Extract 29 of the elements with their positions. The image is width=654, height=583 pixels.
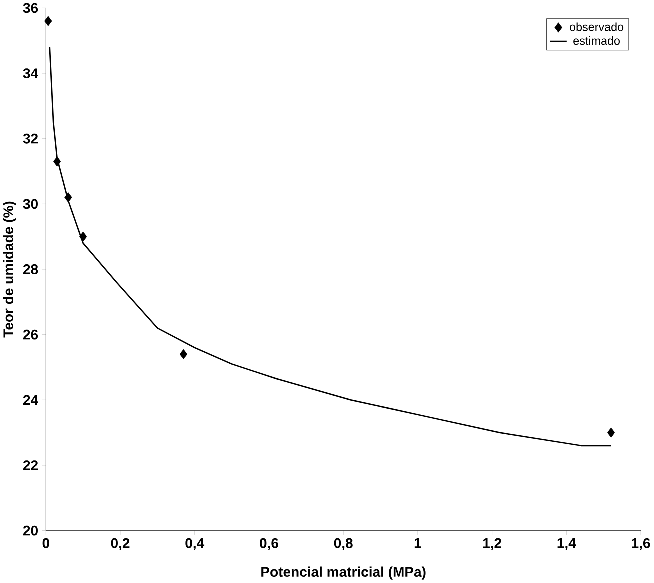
y-tick-label: 28 [23, 264, 38, 274]
y-tick-label: 32 [23, 134, 38, 144]
x-tick-label: 0,6 [260, 538, 278, 550]
x-tick-label: 1,4 [558, 538, 576, 550]
point [44, 16, 52, 26]
x-tick-label: 1,2 [483, 538, 502, 550]
x-tick-label: 1,6 [632, 538, 650, 550]
line-series [49, 46, 612, 447]
y-tick-label: 22 [23, 460, 38, 470]
point [53, 156, 62, 167]
point [180, 349, 188, 360]
y-tick-label: 34 [23, 68, 38, 78]
y-tick-label: 24 [23, 395, 38, 406]
y-axis-title: Teor de umidade (%) [3, 202, 16, 338]
point [64, 192, 72, 203]
x-tick-label: 0,4 [186, 538, 205, 550]
x-tick-label: 0,8 [334, 538, 353, 550]
legend-label: estimado [574, 36, 620, 46]
x-tick-label: 1 [414, 538, 422, 548]
y-tick-label: 20 [23, 526, 38, 536]
x-tick-label: 0 [42, 538, 50, 548]
point [79, 232, 88, 242]
y-tick-label: 26 [23, 330, 38, 340]
y-tick-label: 36 [23, 3, 38, 14]
y-tick-label: 30 [23, 199, 38, 210]
x-tick-label: 0,2 [111, 538, 130, 550]
x-axis-title: Potencial matricial (MPa) [262, 566, 426, 580]
legend-label: observado [570, 22, 624, 32]
point [607, 428, 616, 438]
